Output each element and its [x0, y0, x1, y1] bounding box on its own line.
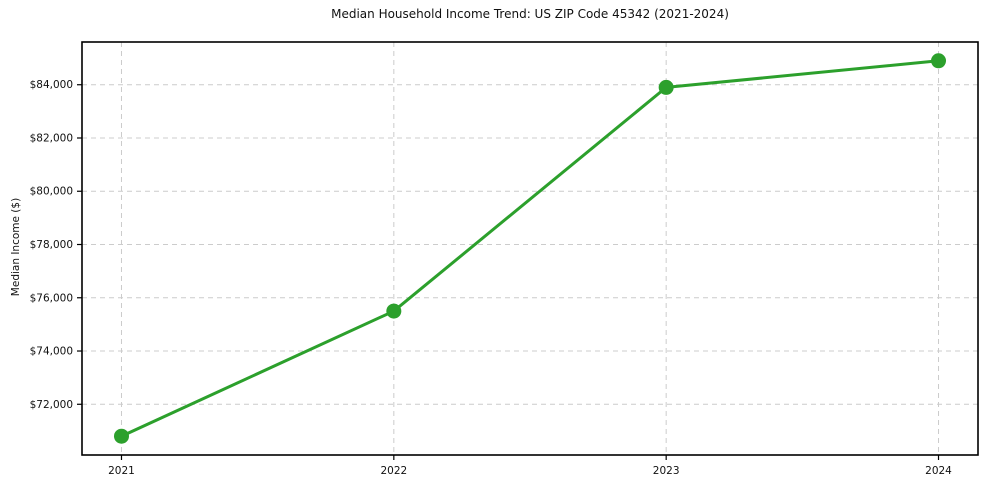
data-point-marker [386, 303, 402, 319]
plot-border [81, 41, 979, 456]
chart-title: Median Household Income Trend: US ZIP Co… [331, 7, 729, 21]
data-point-marker [658, 79, 674, 95]
y-tick-label: $82,000 [30, 132, 73, 144]
x-tick-label: 2024 [925, 465, 952, 477]
data-line [119, 59, 941, 438]
x-tick-label: 2022 [380, 465, 407, 477]
x-tick-label: 2021 [108, 465, 135, 477]
y-tick-label: $78,000 [30, 239, 73, 251]
x-tick-label: 2023 [653, 465, 680, 477]
y-tick-label: $72,000 [30, 399, 73, 411]
y-tick-label: $80,000 [30, 186, 73, 198]
data-point-marker [931, 53, 947, 69]
y-tick-label: $84,000 [30, 79, 73, 91]
y-tick-label: $74,000 [30, 346, 73, 358]
y-tick-label: $76,000 [30, 292, 73, 304]
data-point-marker [113, 428, 129, 444]
